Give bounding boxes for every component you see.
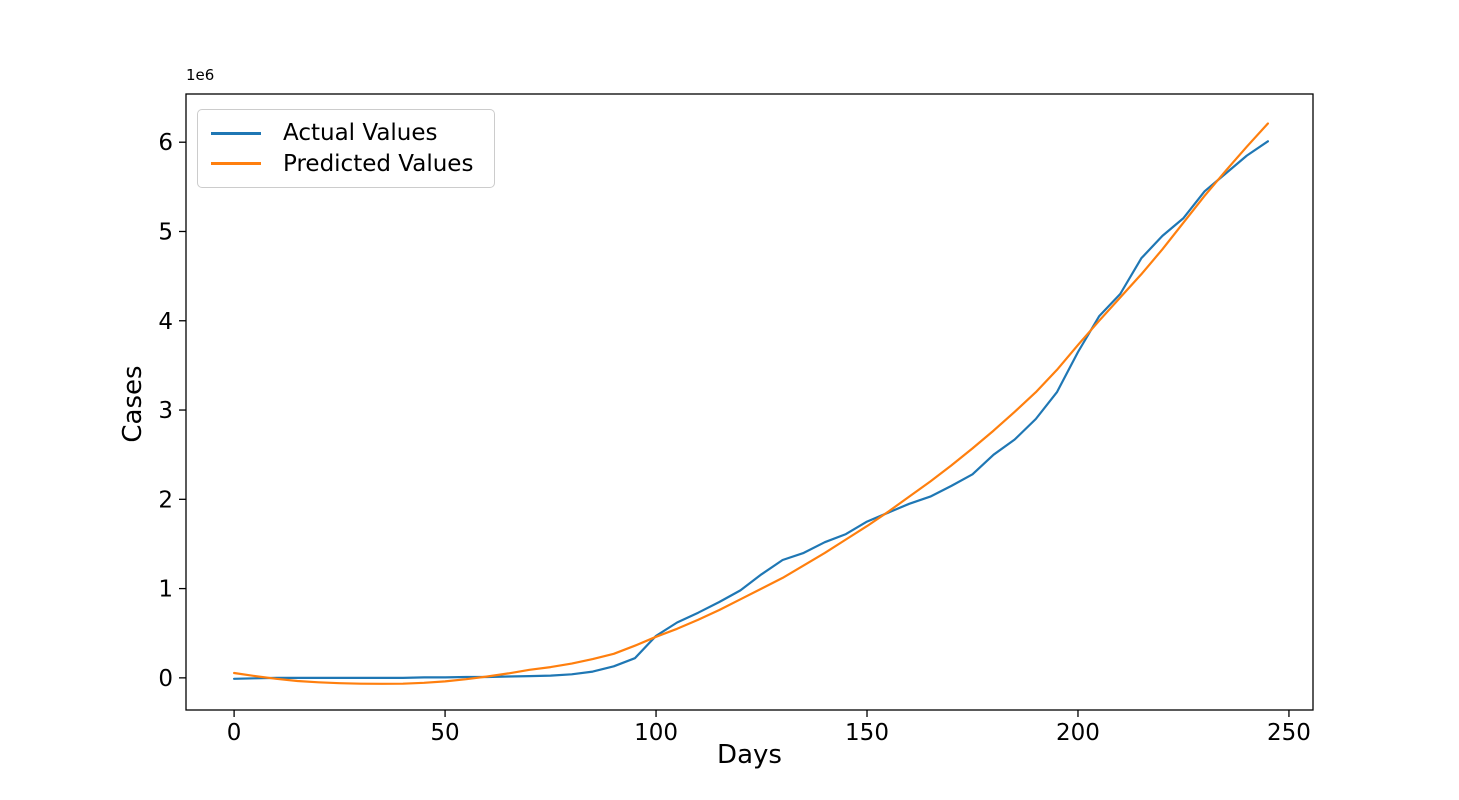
x-axis-ticks: 0 50 100 150 200 250 xyxy=(227,710,1311,746)
x-tick-label: 150 xyxy=(845,720,889,746)
legend-line-predicted-icon xyxy=(211,162,261,166)
legend-item-predicted: Predicted Values xyxy=(211,149,481,179)
legend-label-predicted: Predicted Values xyxy=(283,150,474,177)
legend: Actual Values Predicted Values xyxy=(197,109,495,188)
x-tick-label: 250 xyxy=(1267,720,1311,746)
y-tick-label: 5 xyxy=(158,219,173,245)
x-tick-label: 50 xyxy=(430,720,459,746)
y-axis-label: Cases xyxy=(118,365,148,443)
x-tick-label: 100 xyxy=(634,720,678,746)
x-axis-label: Days xyxy=(717,740,782,770)
y-tick-label: 2 xyxy=(158,487,173,513)
x-tick-label: 0 xyxy=(227,720,242,746)
legend-label-actual: Actual Values xyxy=(283,120,438,147)
y-tick-label: 4 xyxy=(158,309,173,335)
y-tick-label: 3 xyxy=(158,398,173,424)
y-tick-label: 1 xyxy=(158,577,173,603)
x-tick-label: 200 xyxy=(1056,720,1100,746)
series-line-1 xyxy=(233,122,1270,685)
y-tick-label: 0 xyxy=(158,666,173,692)
y-tick-label: 6 xyxy=(158,130,173,156)
axes-frame xyxy=(185,93,1314,711)
legend-line-actual-icon xyxy=(211,131,261,135)
legend-item-actual: Actual Values xyxy=(211,118,481,148)
y-axis-ticks: 0 1 2 3 4 5 6 xyxy=(158,130,186,692)
series-line-0 xyxy=(233,140,1270,680)
y-axis-offset-text: 1e6 xyxy=(186,66,215,84)
